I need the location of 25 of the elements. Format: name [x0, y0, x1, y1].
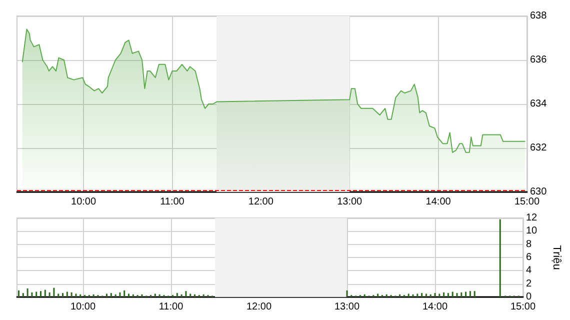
y-tick-label: 4 — [526, 265, 532, 276]
x-tick-label: 12:00 — [248, 196, 274, 208]
x-tick-label: 13:00 — [334, 302, 360, 312]
x-tick-label: 15:00 — [510, 302, 536, 312]
y-tick-label: 12 — [526, 212, 538, 224]
x-tick-label: 14:00 — [422, 302, 448, 312]
y-tick-label: 6 — [526, 252, 532, 263]
y-tick-label: 8 — [526, 238, 532, 250]
y-tick-label: 636 — [530, 54, 548, 66]
y-tick-label: 10 — [526, 226, 538, 237]
y-tick-label: 2 — [526, 278, 532, 290]
y-axis-title: Triệu — [550, 245, 562, 270]
y-tick-label: 0 — [526, 292, 532, 302]
y-tick-label: 630 — [530, 186, 548, 198]
x-tick-label: 10:00 — [71, 196, 96, 208]
x-tick-label: 10:00 — [70, 302, 96, 312]
x-tick-label: 11:00 — [158, 302, 184, 312]
y-tick-label: 632 — [530, 142, 548, 154]
x-tick-label: 12:00 — [246, 302, 272, 312]
x-tick-label: 14:00 — [426, 196, 452, 208]
x-tick-label: 11:00 — [160, 196, 185, 208]
x-tick-label: 13:00 — [337, 196, 363, 208]
y-tick-label: 634 — [530, 98, 548, 110]
y-tick-label: 638 — [530, 10, 548, 22]
x-tick-label: 15:00 — [514, 196, 540, 208]
